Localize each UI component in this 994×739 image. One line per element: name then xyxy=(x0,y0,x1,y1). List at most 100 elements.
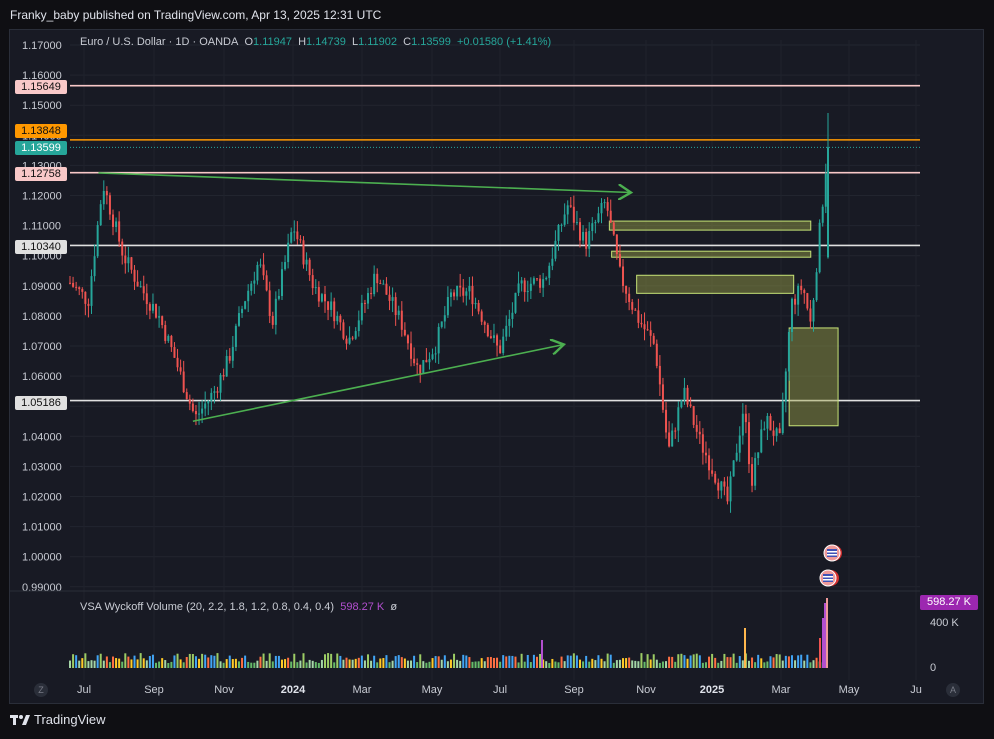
candle-body xyxy=(155,303,158,318)
volume-bar xyxy=(373,655,376,668)
candle-body xyxy=(345,338,348,344)
candle-body xyxy=(453,292,456,297)
candle-body xyxy=(90,276,93,306)
low-label: L xyxy=(351,36,359,48)
volume-bar xyxy=(674,661,677,668)
candle-body xyxy=(790,298,793,332)
volume-bar xyxy=(324,654,326,668)
candle-body xyxy=(198,413,201,415)
volume-bar xyxy=(81,658,84,668)
volume-bar xyxy=(293,653,296,668)
candle-body xyxy=(600,202,603,214)
price-axis-label: 1.00000 xyxy=(22,552,62,564)
trend-arrows xyxy=(98,172,631,423)
volume-bar xyxy=(265,660,268,668)
candle-body xyxy=(360,302,363,321)
zoom-button[interactable]: Z xyxy=(34,683,48,697)
candle-body xyxy=(557,224,560,241)
candle-body xyxy=(87,303,90,306)
volume-bar xyxy=(311,660,314,668)
candle-body xyxy=(139,286,142,288)
candle-body xyxy=(539,278,542,288)
price-tag-1-12758[interactable]: 1.12758 xyxy=(15,167,67,181)
candle-body xyxy=(228,356,231,361)
volume-bar xyxy=(508,655,511,668)
volume-bar xyxy=(69,660,71,668)
volume-bar xyxy=(652,654,655,668)
volume-bar xyxy=(271,661,274,668)
volume-bar xyxy=(75,655,78,668)
volume-bar xyxy=(382,658,385,668)
price-tag-last-close[interactable]: 1.13599 xyxy=(15,141,67,155)
volume-bar xyxy=(815,657,818,668)
candle-body xyxy=(597,213,600,223)
volume-bar xyxy=(231,659,234,668)
auto-scale-button[interactable]: A xyxy=(946,683,960,697)
volume-bar xyxy=(437,656,440,668)
volume-bar xyxy=(554,661,557,668)
volume-bar xyxy=(133,655,136,668)
candle-body xyxy=(732,460,735,477)
candle-body xyxy=(253,280,256,284)
candle-body xyxy=(827,147,829,258)
volume-bar xyxy=(370,660,373,668)
price-tag-1-05186[interactable]: 1.05186 xyxy=(15,396,67,410)
price-tag-1-15649[interactable]: 1.15649 xyxy=(15,80,67,94)
volume-bar xyxy=(363,660,366,668)
volume-bar xyxy=(139,653,142,668)
us-flag-event-icon[interactable] xyxy=(819,569,839,587)
candle-body xyxy=(216,391,219,393)
volume-bar xyxy=(535,656,538,668)
candle-body xyxy=(121,241,124,256)
candle-body xyxy=(210,392,213,401)
volume-bar xyxy=(155,662,158,668)
price-axis-label: 0.99000 xyxy=(22,582,62,594)
volume-bar xyxy=(96,655,99,668)
candle-body xyxy=(526,290,529,293)
high-label: H xyxy=(298,36,307,48)
volume-bar xyxy=(529,662,532,668)
price-tag-1-10340[interactable]: 1.10340 xyxy=(15,240,67,254)
candle-body xyxy=(708,455,711,471)
candle-body xyxy=(391,297,394,301)
open-value: 1.11947 xyxy=(253,36,292,48)
candle-body xyxy=(456,285,459,297)
volume-bar xyxy=(247,661,250,668)
candle-body xyxy=(219,374,222,393)
price-axis-label: 1.09000 xyxy=(22,281,62,293)
candle-body xyxy=(517,283,520,293)
candle-body xyxy=(499,345,502,354)
volume-bar xyxy=(210,655,213,668)
candle-body xyxy=(173,347,176,358)
time-axis-label: Jul xyxy=(77,684,91,696)
volume-bar xyxy=(367,654,370,668)
volume-bar xyxy=(327,653,330,668)
time-axis-label: Jul xyxy=(493,684,507,696)
volume-bar xyxy=(579,659,581,668)
price-tag-1-13848[interactable]: 1.13848 xyxy=(15,124,67,138)
open-label: O xyxy=(244,36,254,48)
volume-bar xyxy=(548,662,551,668)
volume-bar xyxy=(747,660,750,668)
candle-body xyxy=(585,231,588,249)
candle-body xyxy=(317,287,320,302)
candle-body xyxy=(213,391,216,393)
candle-body xyxy=(640,322,643,325)
volume-bar xyxy=(102,660,105,668)
volume-bar xyxy=(253,662,256,668)
us-flag-event-icon[interactable] xyxy=(823,544,842,562)
trend-arrow xyxy=(192,344,564,423)
candle-body xyxy=(741,413,744,436)
candle-body xyxy=(382,283,385,285)
candle-body xyxy=(751,464,754,486)
volume-bar xyxy=(287,657,290,668)
tradingview-logo[interactable]: TradingView xyxy=(10,712,106,727)
time-axis-label: Nov xyxy=(214,684,234,696)
volume-bar xyxy=(677,654,680,668)
candle-body xyxy=(545,277,548,280)
candle-body xyxy=(720,481,723,491)
candle-body xyxy=(757,452,760,459)
supply-demand-zones xyxy=(608,220,839,427)
candle-body xyxy=(425,360,428,363)
